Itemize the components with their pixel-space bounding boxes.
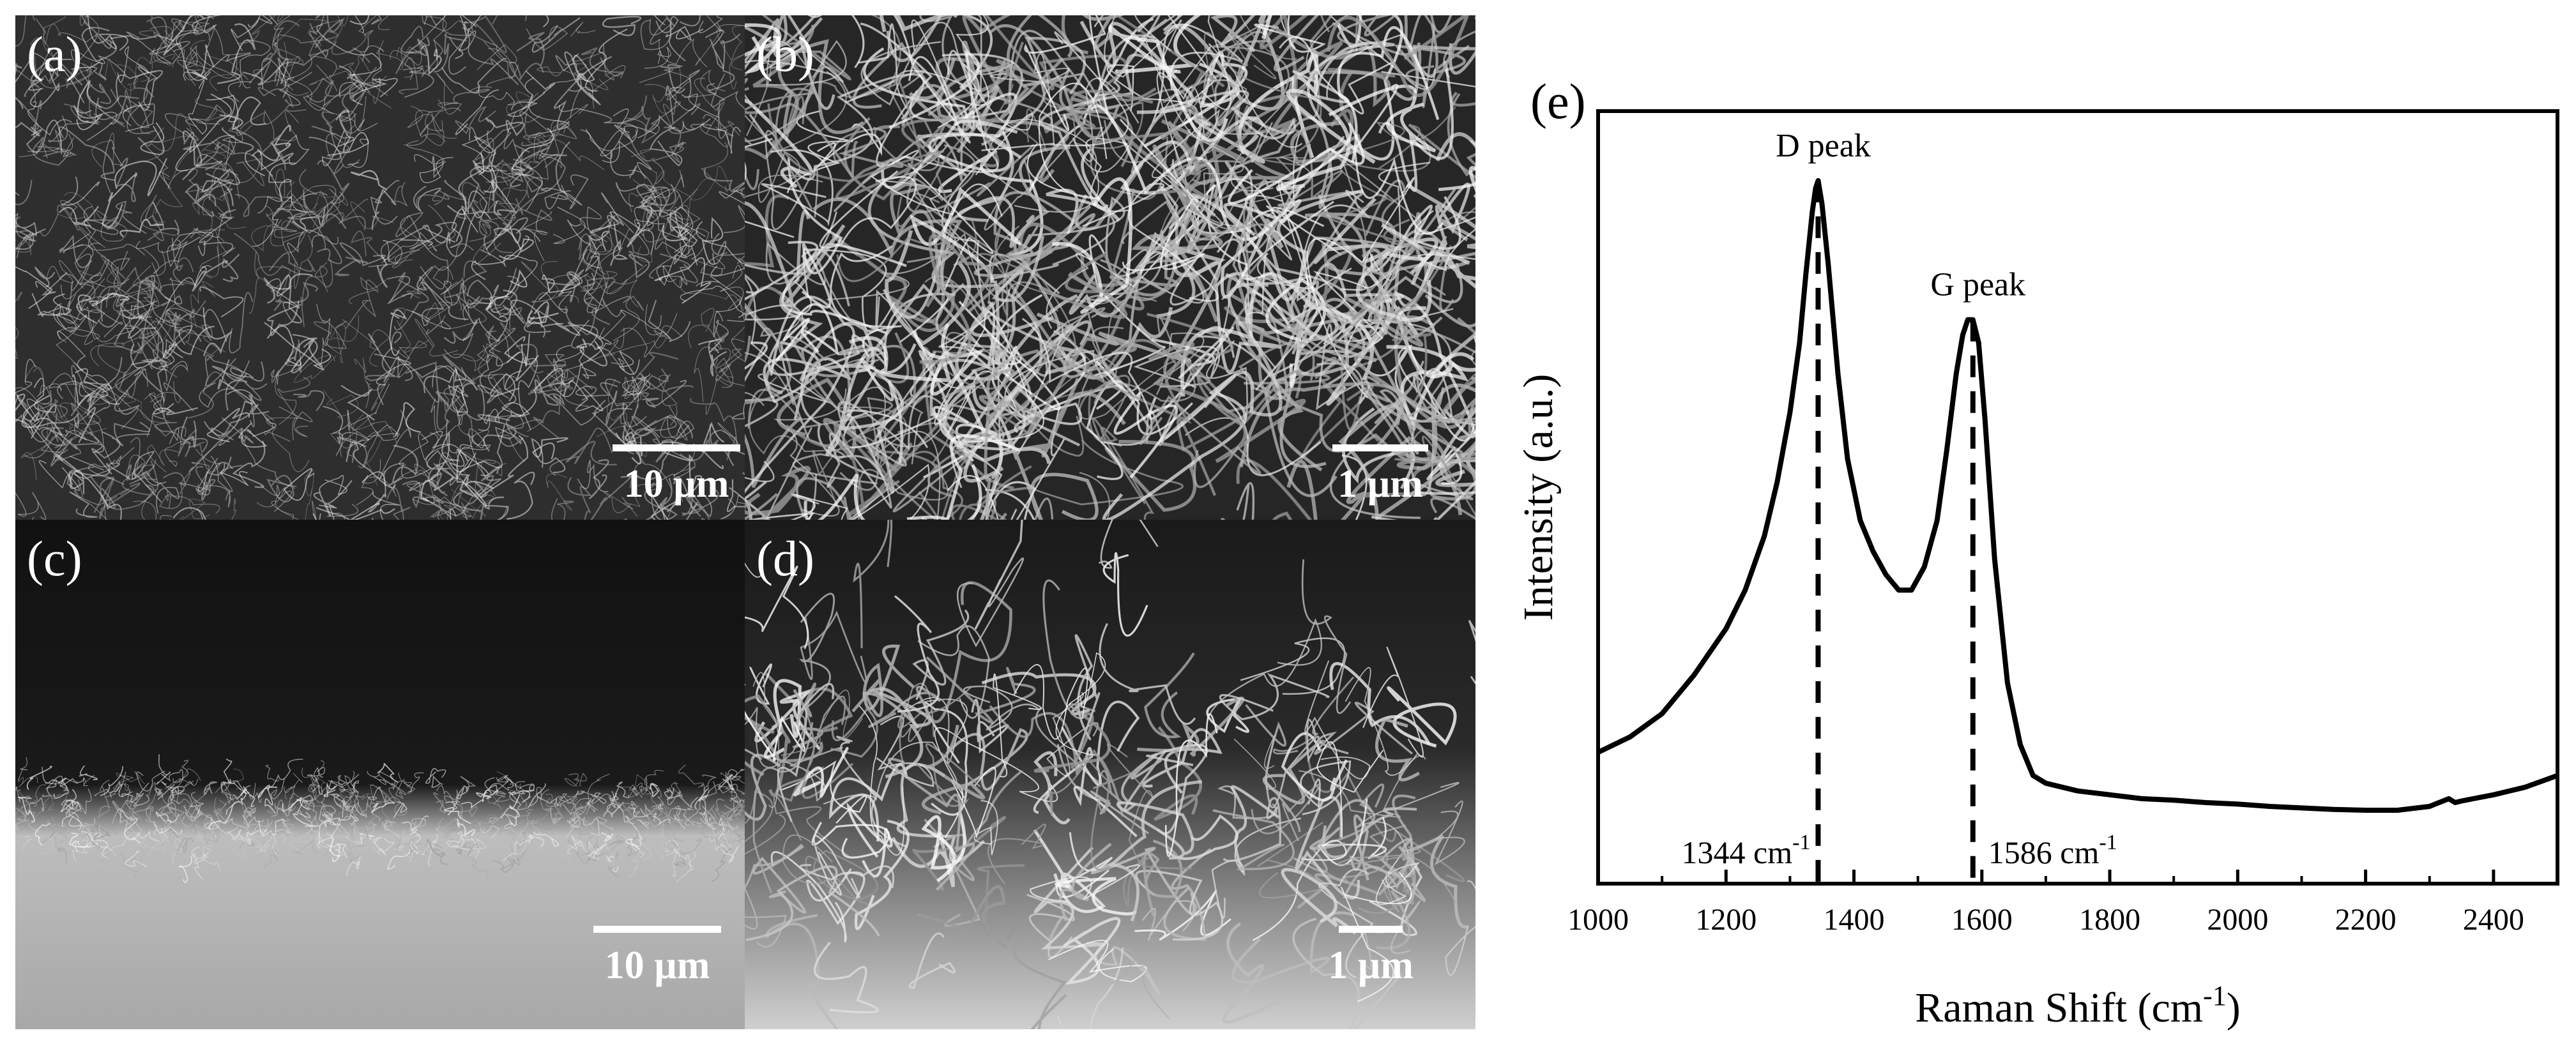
- x-tick-label: 2200: [2335, 903, 2397, 937]
- peak-marker-lines: 1344 cm-1 1586 cm-1: [1682, 180, 2117, 884]
- scale-bar-c-label: 10 µm: [604, 944, 710, 987]
- x-axis-label-text: Raman Shift (cm: [1915, 985, 2203, 1031]
- scale-bar-b: 1 µm: [1320, 444, 1441, 504]
- x-tick-label: 1600: [1951, 903, 2013, 937]
- panel-label-c: (c): [27, 531, 82, 586]
- x-tick-label: 1200: [1695, 903, 1757, 937]
- scale-bar-a-label: 10 µm: [623, 462, 729, 506]
- x-axis-label-suffix: ): [2227, 985, 2241, 1031]
- x-tick-label: 1400: [1824, 903, 1885, 937]
- x-tick-label: 1800: [2079, 903, 2140, 937]
- peak-annotation: D peak: [1776, 128, 1871, 164]
- panel-label-d: (d): [756, 531, 814, 586]
- panel-label-b: (b): [756, 26, 814, 82]
- x-axis-label-sup: -1: [2203, 980, 2227, 1011]
- sem-texture-d: [745, 520, 1475, 1029]
- peak-position-label: 1586 cm-1: [1988, 831, 2117, 870]
- scale-bar-b-label: 1 µm: [1338, 462, 1423, 506]
- peak-annotations: D peak G peak: [1776, 128, 2025, 303]
- raman-chart: (e) 1000 1200 1400 1600 1800 2000 2200 2400 134…: [1515, 73, 2559, 1031]
- scale-bar-d-label: 1 µm: [1328, 944, 1414, 987]
- raman-spectrum-line: [1597, 177, 2559, 813]
- scale-bar-d: 1 µm: [1320, 926, 1422, 985]
- peak-position-label: 1344 cm-1: [1682, 831, 1811, 870]
- sem-panel-d: (d) 1 µm: [745, 520, 1475, 1029]
- sem-panel-a: (a) 10 µm: [15, 15, 745, 520]
- scale-bar-a: 10 µm: [603, 444, 745, 504]
- sem-texture-a: [15, 15, 745, 520]
- scale-bar-c: 10 µm: [587, 926, 728, 985]
- x-tick-label: 2400: [2463, 903, 2524, 937]
- sem-panel-c: (c) 10 µm: [15, 520, 745, 1029]
- y-axis-label: Intensity (a.u.): [1515, 374, 1562, 621]
- peak-annotation: G peak: [1930, 267, 2025, 303]
- chart-panel-label: (e): [1530, 73, 1586, 129]
- x-axis-label: Raman Shift (cm-1): [1915, 980, 2241, 1031]
- x-axis-ticks: 1000 1200 1400 1600 1800 2000 2200 2400: [1567, 870, 2524, 937]
- x-tick-label: 1000: [1567, 903, 1629, 937]
- sem-texture-c: [15, 520, 745, 1029]
- sem-panel-b: (b) 1 µm: [745, 15, 1475, 520]
- sem-texture-b: [745, 15, 1475, 520]
- plot-frame: [1596, 109, 2559, 886]
- panel-label-a: (a): [27, 26, 82, 82]
- x-tick-label: 2000: [2207, 903, 2268, 937]
